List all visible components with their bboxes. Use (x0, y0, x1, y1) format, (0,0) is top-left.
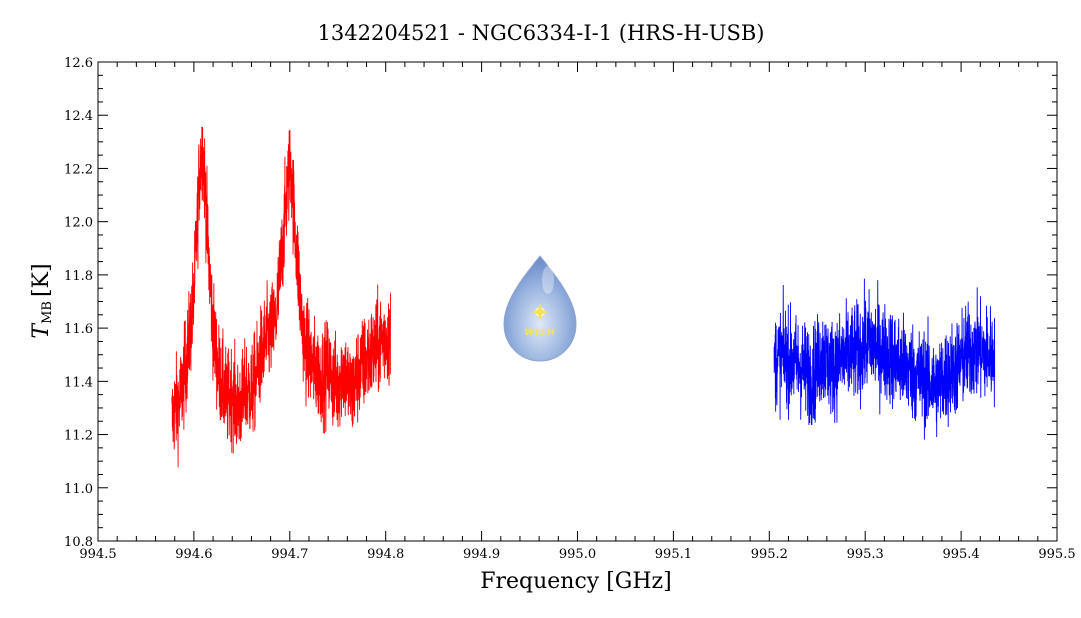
y-axis-label: TMB [K] (29, 263, 55, 338)
y-tick-label: 11.0 (64, 482, 93, 497)
y-axis: 10.8 11.0 11.2 11.4 11.6 11.8 12.0 12.2 12.4 12.6 (64, 56, 1057, 550)
y-tick-label: 11.2 (64, 429, 93, 444)
y-tick-label: 12.4 (64, 109, 93, 124)
y-tick-label: 12.6 (64, 56, 93, 71)
x-tick-label: 994.7 (271, 547, 308, 562)
x-tick-label: 995.3 (847, 547, 884, 562)
x-tick-label: 994.6 (175, 547, 212, 562)
series-line-2 (773, 278, 996, 440)
svg-text:TMB[K]: TMB [K] (29, 263, 55, 338)
chart-title: 1342204521 - NGC6334-I-1 (HRS-H-USB) (318, 21, 765, 45)
series-traces (171, 126, 996, 468)
wish-logo: WISH (503, 255, 577, 362)
x-tick-label: 995.1 (655, 547, 692, 562)
x-tick-label: 995.2 (751, 547, 788, 562)
x-axis-label: Frequency [GHz] (480, 569, 672, 594)
x-tick-label: 994.8 (367, 547, 404, 562)
y-axis-label-sub: MB (40, 301, 55, 324)
logo-text: WISH (524, 328, 555, 338)
y-axis-label-unit: [K] (29, 263, 54, 297)
x-tick-label: 995.5 (1038, 547, 1075, 562)
y-tick-label: 10.8 (64, 535, 93, 550)
y-axis-label-main: T (29, 322, 54, 339)
plot-frame (97, 61, 1058, 542)
star-icon (531, 303, 549, 321)
x-tick-label: 995.4 (942, 547, 979, 562)
y-tick-label: 11.4 (64, 375, 93, 390)
x-tick-label: 994.9 (463, 547, 500, 562)
series-line-1 (171, 126, 391, 468)
x-axis: 994.5 994.6 994.7 994.8 994.9 995.0 995.1 995.2… (79, 62, 1076, 562)
y-tick-label: 11.8 (64, 269, 93, 284)
plot-area: 994.5 994.6 994.7 994.8 994.9 995.0 995.1 995.2… (64, 56, 1076, 562)
x-tick-label: 995.0 (559, 547, 596, 562)
y-tick-label: 12.0 (64, 216, 93, 231)
y-tick-label: 12.2 (64, 162, 93, 177)
x-tick-label: 994.5 (79, 547, 116, 562)
y-tick-label: 11.6 (64, 322, 93, 337)
